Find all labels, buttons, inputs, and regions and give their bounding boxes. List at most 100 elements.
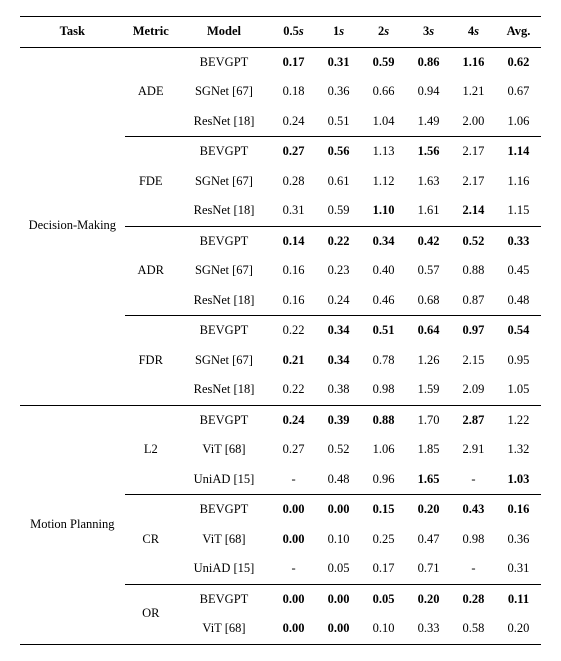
v: 0.42 [406, 226, 451, 256]
col-2s: 2s [361, 17, 406, 48]
v: 0.97 [451, 316, 496, 346]
model-cell: ResNet [18] [177, 107, 271, 137]
model-cell: BEVGPT [177, 47, 271, 77]
v: 0.66 [361, 77, 406, 107]
v: 0.52 [316, 435, 361, 465]
v: 0.24 [271, 107, 316, 137]
v: 1.15 [496, 196, 541, 226]
h-2-s: s [384, 24, 389, 38]
model-cell: ViT [68] [177, 525, 271, 555]
v: 0.00 [271, 584, 316, 614]
v: 0.33 [406, 614, 451, 644]
model-cell: ResNet [18] [177, 196, 271, 226]
v: 0.00 [271, 525, 316, 555]
metric-l2: L2 [125, 405, 177, 495]
v: 0.14 [271, 226, 316, 256]
v: 0.39 [316, 405, 361, 435]
model-cell: ViT [68] [177, 614, 271, 644]
v: 0.16 [496, 495, 541, 525]
v: 1.65 [406, 465, 451, 495]
v: 0.57 [406, 256, 451, 286]
v: 0.47 [406, 525, 451, 555]
v: 0.28 [271, 167, 316, 197]
v: - [451, 554, 496, 584]
v: 0.00 [316, 614, 361, 644]
model-cell: SGNet [67] [177, 167, 271, 197]
v: 1.16 [496, 167, 541, 197]
v: 1.59 [406, 375, 451, 405]
v: 0.45 [496, 256, 541, 286]
row-ade-bevgpt: Decision-Making ADE BEVGPT 0.17 0.31 0.5… [20, 47, 541, 77]
model-cell: BEVGPT [177, 584, 271, 614]
v: 0.56 [316, 137, 361, 167]
v: 0.31 [316, 47, 361, 77]
model-cell: BEVGPT [177, 226, 271, 256]
v: 0.67 [496, 77, 541, 107]
v: 0.36 [496, 525, 541, 555]
v: 0.16 [271, 286, 316, 316]
v: 0.64 [406, 316, 451, 346]
v: 0.10 [361, 614, 406, 644]
v: 0.98 [451, 525, 496, 555]
v: 0.86 [406, 47, 451, 77]
v: 1.12 [361, 167, 406, 197]
v: 1.85 [406, 435, 451, 465]
v: 0.31 [496, 554, 541, 584]
v: 0.54 [496, 316, 541, 346]
v: 2.00 [451, 107, 496, 137]
v: 0.18 [271, 77, 316, 107]
col-4s: 4s [451, 17, 496, 48]
col-avg: Avg. [496, 17, 541, 48]
v: 0.51 [361, 316, 406, 346]
metric-cr: CR [125, 495, 177, 585]
v: 0.00 [271, 614, 316, 644]
v: 0.36 [316, 77, 361, 107]
v: 0.96 [361, 465, 406, 495]
row-l2-bevgpt: Motion Planning L2 BEVGPT 0.24 0.39 0.88… [20, 405, 541, 435]
v: 0.52 [451, 226, 496, 256]
v: 1.06 [361, 435, 406, 465]
v: 2.14 [451, 196, 496, 226]
v: 0.38 [316, 375, 361, 405]
v: 1.70 [406, 405, 451, 435]
model-cell: SGNet [67] [177, 77, 271, 107]
v: 0.62 [496, 47, 541, 77]
col-3s: 3s [406, 17, 451, 48]
v: 1.26 [406, 346, 451, 376]
v: 1.10 [361, 196, 406, 226]
v: 0.27 [271, 435, 316, 465]
v: 2.15 [451, 346, 496, 376]
col-metric: Metric [125, 17, 177, 48]
model-cell: SGNet [67] [177, 256, 271, 286]
v: 0.58 [451, 614, 496, 644]
v: 0.46 [361, 286, 406, 316]
v: 0.95 [496, 346, 541, 376]
v: 0.34 [361, 226, 406, 256]
v: 2.17 [451, 167, 496, 197]
v: 0.24 [271, 405, 316, 435]
v: 0.88 [361, 405, 406, 435]
v: 0.20 [406, 584, 451, 614]
model-cell: BEVGPT [177, 495, 271, 525]
v: 0.17 [271, 47, 316, 77]
v: 0.34 [316, 346, 361, 376]
col-1s: 1s [316, 17, 361, 48]
v: 0.22 [271, 316, 316, 346]
v: 1.56 [406, 137, 451, 167]
v: 1.32 [496, 435, 541, 465]
v: 0.51 [316, 107, 361, 137]
v: 1.63 [406, 167, 451, 197]
model-cell: BEVGPT [177, 405, 271, 435]
v: 1.05 [496, 375, 541, 405]
v: 0.17 [361, 554, 406, 584]
v: 0.20 [406, 495, 451, 525]
v: 0.48 [496, 286, 541, 316]
v: 1.21 [451, 77, 496, 107]
model-cell: SGNet [67] [177, 346, 271, 376]
v: 0.48 [316, 465, 361, 495]
v: 0.25 [361, 525, 406, 555]
v: 0.00 [316, 495, 361, 525]
v: - [271, 465, 316, 495]
v: - [271, 554, 316, 584]
v: 0.88 [451, 256, 496, 286]
